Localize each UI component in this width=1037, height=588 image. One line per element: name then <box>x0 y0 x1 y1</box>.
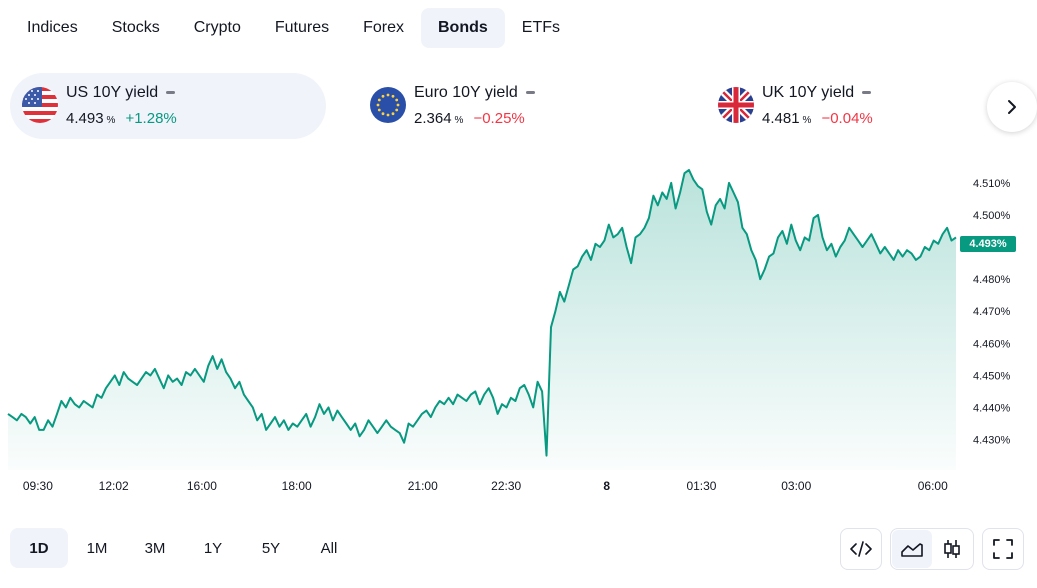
ticker-change: +1.28% <box>125 110 177 127</box>
y-tick-label: 4.450% <box>973 370 1011 382</box>
tab-futures[interactable]: Futures <box>258 8 346 48</box>
y-tick-label: 4.470% <box>973 306 1011 318</box>
fullscreen-icon <box>993 539 1013 559</box>
tab-bonds[interactable]: Bonds <box>421 8 505 48</box>
candlestick-icon <box>944 540 960 558</box>
embed-code-icon <box>850 541 872 557</box>
tab-indices[interactable]: Indices <box>10 8 95 48</box>
ticker-card-uk10y[interactable]: UK 10Y yield 4.481% −0.04% <box>706 73 1022 139</box>
uk-flag-icon <box>718 87 754 123</box>
tab-label: Indices <box>27 19 78 36</box>
ticker-change: −0.25% <box>473 110 525 127</box>
y-tick-label: 4.460% <box>973 338 1011 350</box>
x-tick-label: 09:30 <box>23 479 53 493</box>
yield-chart[interactable]: 4.510%4.500%4.490%4.480%4.470%4.460%4.45… <box>0 150 1037 500</box>
y-tick-label: 4.430% <box>973 435 1011 447</box>
y-tick-label: 4.500% <box>973 210 1011 222</box>
next-tickers-button[interactable] <box>987 82 1037 132</box>
y-tick-label: 4.480% <box>973 274 1011 286</box>
tab-crypto[interactable]: Crypto <box>177 8 258 48</box>
tab-etfs[interactable]: ETFs <box>505 8 577 48</box>
range-1y-button[interactable]: 1Y <box>203 539 223 557</box>
ticker-name: UK 10Y yield <box>762 84 872 102</box>
yield-line <box>7 169 957 457</box>
tab-label: Crypto <box>193 19 241 36</box>
eu-flag-icon <box>370 87 406 123</box>
ticker-change: −0.04% <box>821 110 873 127</box>
x-tick-label: 21:00 <box>408 479 438 493</box>
range-3m-button[interactable]: 3M <box>144 539 166 557</box>
ticker-card-euro10y[interactable]: Euro 10Y yield 2.364% −0.25% <box>358 73 674 139</box>
tab-stocks[interactable]: Stocks <box>95 8 177 48</box>
chevron-right-icon <box>1008 100 1016 114</box>
range-selector: 1D 1M 3M 1Y 5Y All <box>10 528 358 568</box>
x-tick-label: 12:02 <box>99 479 129 493</box>
range-1d-button[interactable]: 1D <box>10 528 68 568</box>
dash-icon <box>862 91 872 95</box>
y-tick-label: 4.510% <box>973 178 1011 190</box>
range-5y-button[interactable]: 5Y <box>261 539 281 557</box>
dash-icon <box>525 91 535 95</box>
embed-button[interactable] <box>840 528 882 570</box>
tab-forex[interactable]: Forex <box>346 8 421 48</box>
candlestick-chart-button[interactable] <box>932 530 972 568</box>
area-chart-icon <box>901 543 923 557</box>
x-tick-label: 16:00 <box>187 479 217 493</box>
yield-area-fill <box>8 170 956 470</box>
x-tick-label: 03:00 <box>781 479 811 493</box>
x-tick-label: 06:00 <box>918 479 948 493</box>
tab-label: ETFs <box>521 19 560 36</box>
ticker-name: US 10Y yield <box>66 84 176 102</box>
x-tick-label: 8 <box>603 479 610 493</box>
x-tick-label: 22:30 <box>491 479 521 493</box>
market-tabs: Indices Stocks Crypto Futures Forex Bond… <box>10 8 577 48</box>
tab-label: Stocks <box>111 19 160 36</box>
ticker-value: 4.493% +1.28% <box>66 110 177 127</box>
range-all-button[interactable]: All <box>320 539 338 557</box>
y-tick-label: 4.440% <box>973 402 1011 414</box>
tab-label: Futures <box>274 19 330 36</box>
x-tick-label: 01:30 <box>686 479 716 493</box>
fullscreen-button[interactable] <box>982 528 1024 570</box>
chart-type-switch <box>890 528 974 570</box>
range-1m-button[interactable]: 1M <box>86 539 108 557</box>
dash-icon <box>166 91 176 95</box>
tab-label: Bonds <box>438 19 488 36</box>
ticker-name: Euro 10Y yield <box>414 84 535 102</box>
us-flag-icon <box>22 87 58 123</box>
ticker-card-us10y[interactable]: US 10Y yield 4.493% +1.28% <box>10 73 326 139</box>
area-chart-button[interactable] <box>892 530 932 568</box>
tab-label: Forex <box>363 19 404 36</box>
last-price-tag: 4.493% <box>960 236 1016 252</box>
ticker-value: 4.481% −0.04% <box>762 110 873 127</box>
x-tick-label: 18:00 <box>282 479 312 493</box>
ticker-value: 2.364% −0.25% <box>414 110 525 127</box>
